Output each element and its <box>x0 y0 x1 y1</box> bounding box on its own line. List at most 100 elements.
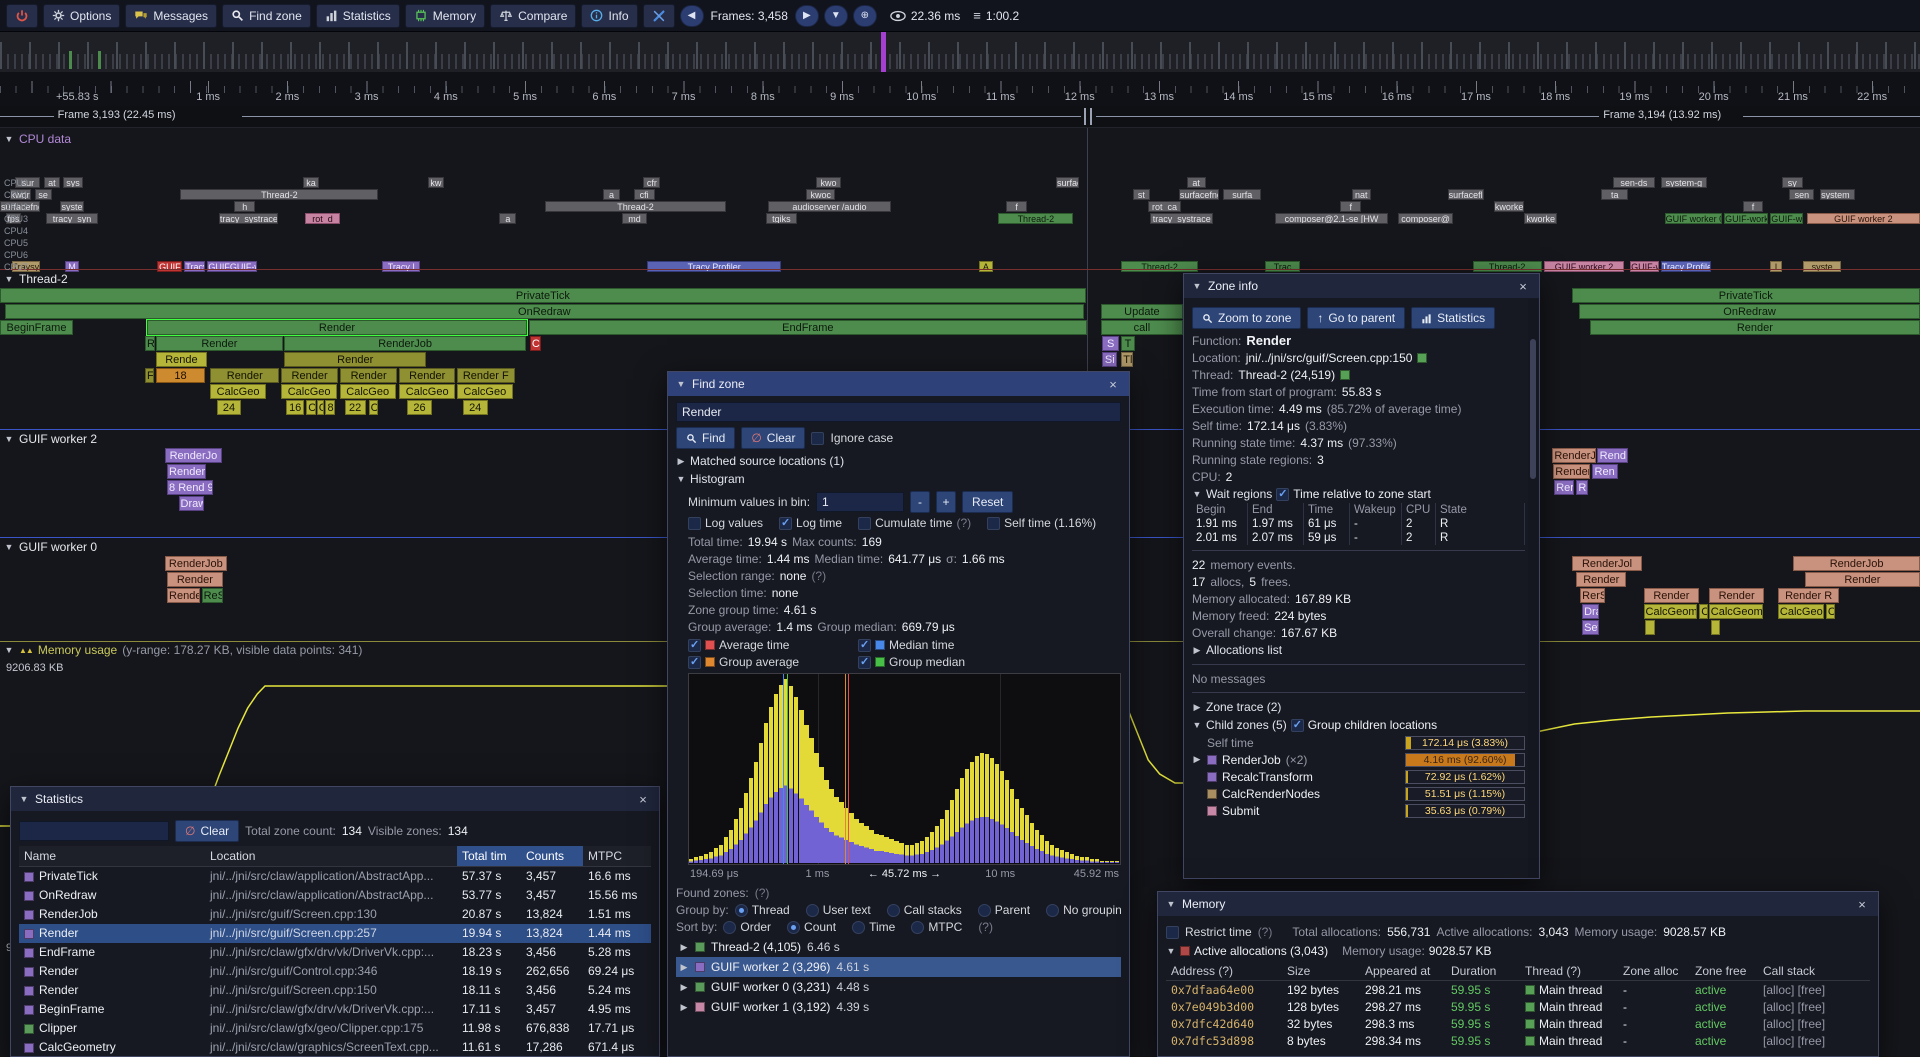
stats-table-row[interactable]: Render jni/../jni/src/guif/Screen.cpp:257… <box>19 924 651 943</box>
zone-info-titlebar[interactable]: ▼ Zone info × <box>1184 274 1539 298</box>
checkbox[interactable] <box>779 516 793 530</box>
cpu-zone[interactable]: tgiks <box>766 213 797 224</box>
checkbox[interactable] <box>858 638 871 652</box>
column-header-mtpc[interactable]: MTPC <box>588 849 622 863</box>
cpu-zone[interactable]: sys <box>63 177 83 188</box>
cpu-zone[interactable]: GUIF worker 2 <box>1806 213 1920 224</box>
ignore-case-checkbox[interactable] <box>811 431 825 445</box>
timeline-zone[interactable]: C <box>1699 604 1708 619</box>
radio[interactable] <box>852 920 866 934</box>
timeline-zone[interactable]: 8 Rend 9 <box>167 480 214 495</box>
prev-frame-button[interactable]: ◀ <box>679 4 704 27</box>
cpu-zone[interactable]: audioserver /audio <box>768 201 891 212</box>
restrict-time-checkbox[interactable] <box>1166 925 1179 939</box>
cpu-zone[interactable]: at <box>44 177 60 188</box>
cpu-zone[interactable]: a <box>499 213 517 224</box>
timeline-zone[interactable]: S <box>1102 336 1120 351</box>
statistics-titlebar[interactable]: ▼ Statistics × <box>11 787 659 811</box>
radio[interactable] <box>977 903 991 917</box>
close-icon[interactable]: × <box>639 791 647 807</box>
timeline-zone[interactable]: Ren <box>1591 464 1618 479</box>
cpu-zone[interactable]: tracy_syn <box>46 213 98 224</box>
cpu-zone[interactable]: composer@2.1-se [HW <box>1274 213 1389 224</box>
timeline-zone[interactable]: Draw <box>178 496 204 511</box>
collapse-icon[interactable]: ▼ <box>1166 899 1176 909</box>
timeline-zone[interactable]: 18 <box>155 368 206 383</box>
group-children-checkbox[interactable] <box>1290 718 1304 732</box>
timeline-zone[interactable]: R <box>144 336 155 351</box>
wait-column-header[interactable]: Time <box>1304 503 1350 517</box>
cpu-zone[interactable]: kwo <box>816 177 841 188</box>
expand-icon[interactable]: ▶ <box>1193 754 1201 764</box>
memory-column-header[interactable]: Address (?) <box>1171 964 1234 978</box>
wait-column-header[interactable]: End <box>1248 503 1304 517</box>
zone-group-row[interactable]: ▶ GUIF worker 1 (3,192) 4.39 s <box>680 1000 870 1014</box>
timeline-zone[interactable]: PrivateTick <box>1571 288 1920 303</box>
options-button[interactable]: Options <box>43 3 121 28</box>
timeline-zone[interactable]: Render <box>1643 588 1700 603</box>
memory-column-header[interactable]: Zone free <box>1695 964 1747 978</box>
timeline-zone[interactable]: RenderJ <box>1552 448 1597 463</box>
clear-button[interactable]: ∅ Clear <box>741 427 806 449</box>
wait-column-header[interactable]: Wakeup <box>1350 503 1402 517</box>
child-zone-row[interactable]: RecalcTransform 72.92 μs (1.62%) <box>1192 768 1525 785</box>
stats-table-row[interactable]: EndFrame jni/../jni/src/claw/gfx/drv/vk/D… <box>19 943 651 962</box>
cpu-zone[interactable]: Thread-2 <box>1121 261 1199 272</box>
timeline-zone[interactable]: CalcGeo <box>210 384 266 399</box>
stats-table-row[interactable]: Clipper jni/../jni/src/claw/gfx/geo/Clipp… <box>19 1019 651 1038</box>
timeline-zone[interactable]: CalcGeome <box>1643 604 1698 619</box>
cpu-zone[interactable]: a <box>602 189 621 200</box>
timeline-zone[interactable]: CalcGeomet <box>1708 604 1763 619</box>
timeline-zone[interactable]: 16 <box>286 400 305 415</box>
timeline-zone[interactable]: CalcGeo <box>281 384 337 399</box>
stats-table-row[interactable]: CalcGeometry jni/../jni/src/claw/graphics… <box>19 1038 651 1056</box>
allocation-row[interactable]: 0x7dfc42d640 32 bytes 298.3 ms 59.95 s Main … <box>1166 1015 1870 1032</box>
timeline-zone[interactable]: Rend <box>1597 448 1629 463</box>
cpu-zone[interactable]: Tracy I <box>382 261 421 272</box>
column-header-counts[interactable]: Counts <box>521 846 583 866</box>
matched-locations-toggle[interactable]: ▶ Matched source locations (1) <box>677 454 845 468</box>
cpu-zone[interactable]: A <box>979 261 993 272</box>
timeline-zone[interactable]: C <box>316 400 325 415</box>
timeline-zone[interactable]: RerS <box>1580 588 1606 603</box>
cpu-zone[interactable]: GUIFGUIF-wor <box>207 261 258 272</box>
cpu-zone[interactable]: Tracy Profiler <box>1660 261 1711 272</box>
timeline-zone[interactable]: Render <box>339 368 398 383</box>
cpu-zone[interactable]: se <box>34 189 52 200</box>
cpu-zone[interactable]: system_s <box>1820 189 1855 200</box>
next-frame-button[interactable]: ▶ <box>794 4 819 27</box>
stats-table-row[interactable]: Render jni/../jni/src/guif/Screen.cpp:150… <box>19 981 651 1000</box>
histogram-toggle[interactable]: ▼ Histogram <box>676 472 745 486</box>
timeline-zone[interactable]: C <box>306 400 316 415</box>
stats-table-row[interactable]: BeginFrame jni/../jni/src/claw/gfx/drv/vk… <box>19 1000 651 1019</box>
checkbox[interactable] <box>858 655 871 669</box>
collapse-icon[interactable]: ▼ <box>4 434 14 444</box>
power-button[interactable] <box>6 3 38 28</box>
cpu-zone[interactable]: sen-ds <box>1612 177 1656 188</box>
cpu-zone[interactable]: Thread-2 <box>998 213 1074 224</box>
min-bin-input[interactable] <box>816 492 905 512</box>
timeline-zone[interactable]: BeginFrame <box>0 320 73 335</box>
radio[interactable] <box>805 903 819 917</box>
frame-overview-strip[interactable] <box>0 32 1920 73</box>
zone-group-row[interactable]: ▶ GUIF worker 2 (3,296) 4.61 s <box>676 957 1121 977</box>
cpu-zone[interactable]: surfa <box>1223 189 1262 200</box>
memory-column-header[interactable]: Call stack <box>1763 964 1816 978</box>
cpu-zone[interactable]: Thread-2 <box>1472 261 1542 272</box>
cpu-zone[interactable]: GUIF-w <box>1630 261 1659 272</box>
timeline-zone[interactable]: Render <box>1708 588 1765 603</box>
timeline-zone[interactable]: EndFrame <box>528 320 1087 335</box>
cpu-zone[interactable]: rot_ca <box>1148 201 1181 212</box>
timeline-zone[interactable]: Render <box>1804 572 1920 587</box>
timeline-zone[interactable]: PrivateTick <box>0 288 1086 303</box>
cpu-zone[interactable]: composer@ <box>1397 213 1454 224</box>
timeline-zone[interactable]: OnRedraw <box>1579 304 1920 319</box>
timeline-zone[interactable]: CalcGeo <box>399 384 456 399</box>
tools-button[interactable] <box>642 3 675 28</box>
cpu-zone[interactable]: tracy_systrace <box>218 213 279 224</box>
timeline-zone[interactable]: Render <box>167 572 223 587</box>
cpu-zone[interactable]: ta <box>1601 189 1629 200</box>
checkbox[interactable] <box>688 516 701 530</box>
cpu-zone[interactable]: Thread-2 <box>180 189 379 200</box>
cpu-zone[interactable]: Tracy Profiler <box>647 261 782 272</box>
